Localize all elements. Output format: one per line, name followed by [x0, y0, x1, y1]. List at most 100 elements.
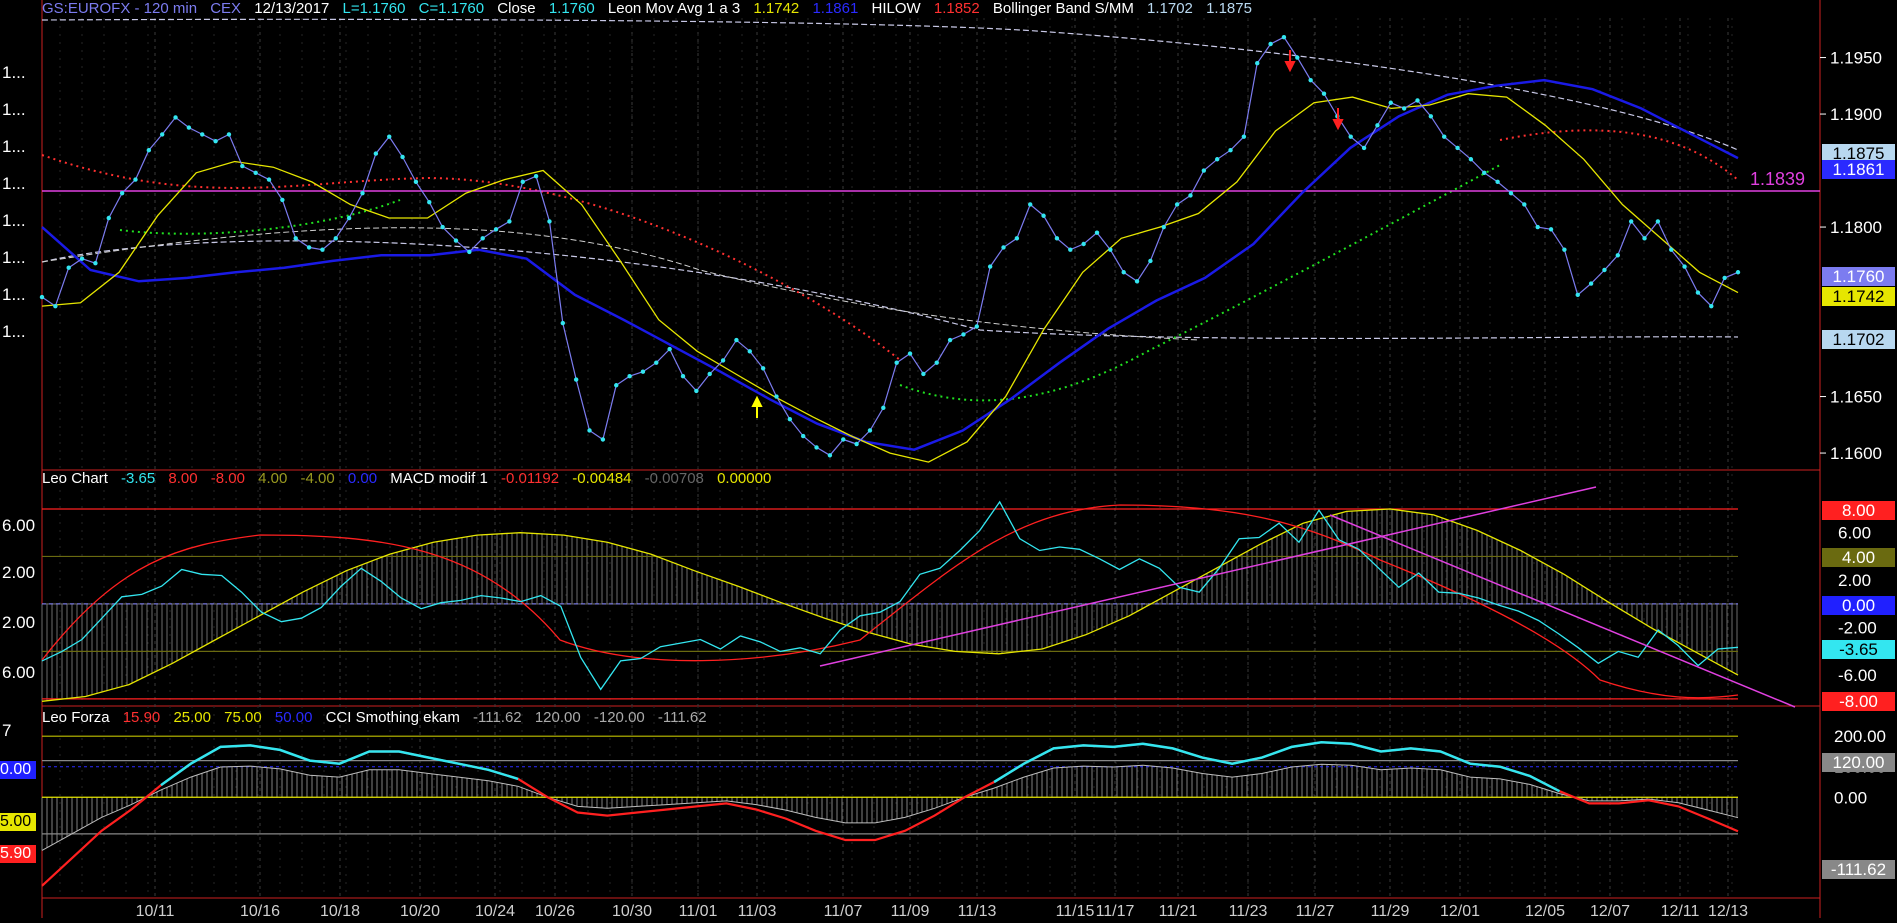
- close-point: [1001, 245, 1006, 250]
- hilow-name: HILOW: [871, 0, 921, 17]
- macd-v1: -3.65: [121, 470, 156, 487]
- x-tick-label: 11/03: [738, 903, 777, 918]
- close-name: Close: [497, 0, 536, 17]
- cci-indicator-name: Leo Forza: [42, 709, 110, 726]
- close-point: [200, 132, 205, 137]
- bb-high-box: 1.1875: [1822, 144, 1895, 163]
- x-tick-label: 11/15: [1056, 903, 1095, 918]
- close-point: [133, 177, 138, 182]
- x-tick-label: 12/11: [1661, 903, 1700, 918]
- macd-signal-line: [41, 508, 1739, 702]
- bb-upper-band: [41, 18, 1739, 151]
- price-tick-label: 1.1950: [1830, 49, 1882, 68]
- close-point: [480, 236, 485, 241]
- date-label: 12/13/2017: [254, 0, 330, 17]
- close-point: [186, 125, 192, 130]
- close-point: [1508, 190, 1514, 196]
- close-point: [1522, 202, 1527, 207]
- close-point: [253, 170, 258, 176]
- close-point: [173, 115, 178, 120]
- cci-v2: 25.00: [173, 709, 211, 726]
- bb-high: 1.1875: [1206, 0, 1252, 17]
- close-point: [1295, 55, 1300, 60]
- price-level-label: 1.1839: [1750, 169, 1806, 189]
- close-point: [841, 437, 846, 442]
- macd-4-box: 4.00: [1822, 548, 1895, 567]
- close-point: [1482, 170, 1487, 176]
- close-point: [533, 174, 539, 179]
- symbol-label: GS:EUROFX - 120 min: [42, 0, 198, 17]
- ma-value: 1.1742: [753, 0, 800, 17]
- close-point: [961, 332, 966, 337]
- macd-m4: 0.00000: [717, 470, 772, 487]
- macd-v5: -4.00: [300, 470, 335, 487]
- macd-v1-box: -3.65: [1822, 640, 1895, 659]
- close-point: [1041, 213, 1046, 218]
- cci-cyan-line: [160, 741, 1561, 793]
- close-point: [53, 303, 58, 309]
- close-point: [1709, 303, 1714, 309]
- x-tick-label: 10/30: [612, 903, 652, 918]
- cci-v4: 50.00: [274, 709, 313, 726]
- close-point: [159, 132, 165, 137]
- price-tick-label: 1.1900: [1830, 105, 1882, 124]
- buy-arrow: [751, 395, 763, 418]
- macd-trendline-up: [819, 486, 1597, 667]
- close-point: [1428, 114, 1434, 119]
- close-point: [1161, 224, 1166, 230]
- left-price-label: 1...: [2, 322, 26, 341]
- ma-value-2: 1.1861: [812, 0, 859, 17]
- close-point: [667, 346, 672, 352]
- macd-v4: 4.00: [258, 470, 288, 487]
- macd-n8-box: -8.00: [1822, 692, 1895, 711]
- close-point: [600, 437, 606, 442]
- close-point: [1655, 219, 1661, 224]
- left-price-label: 1...: [2, 100, 26, 119]
- macd-tick-label: 6.00: [1838, 524, 1871, 543]
- close-point: [320, 247, 325, 252]
- close-point: [507, 219, 512, 224]
- close-point: [894, 360, 899, 365]
- hilow-green-2: [899, 164, 1501, 402]
- price-tick-label: 1.1650: [1830, 388, 1882, 407]
- price-header: GS:EUROFX - 120 min CEX 12/13/2017 L=1.1…: [42, 0, 1261, 17]
- close-eq-label: C=1.1760: [418, 0, 485, 17]
- close-point: [1722, 275, 1727, 281]
- close-point: [493, 227, 499, 232]
- macd-0-box: 0.00: [1822, 596, 1895, 615]
- left-price-label: 1...: [2, 63, 26, 82]
- last-label: L=1.1760: [342, 0, 406, 17]
- bb-low-box: 1.1702: [1822, 330, 1895, 349]
- close-point: [240, 163, 245, 169]
- close-point: [387, 134, 392, 139]
- x-tick-label: 11/07: [824, 903, 863, 918]
- close-point: [707, 371, 712, 377]
- close-point: [306, 245, 312, 250]
- cci-header: Leo Forza 15.90 25.00 75.00 50.00 CCI Sm…: [42, 709, 716, 726]
- macd-header: Leo Chart -3.65 8.00 -8.00 4.00 -4.00 0.…: [42, 470, 780, 487]
- price-tick-label: 1.1600: [1830, 444, 1882, 463]
- close-point: [587, 428, 592, 433]
- close-point: [1094, 230, 1100, 235]
- close-point: [1375, 123, 1380, 128]
- x-tick-label: 12/05: [1525, 903, 1565, 918]
- close-point: [79, 256, 85, 261]
- close-point: [146, 148, 152, 153]
- cci-tick-label: 0.00: [1834, 788, 1867, 807]
- close-point: [907, 351, 913, 356]
- x-tick-label: 11/29: [1371, 903, 1410, 918]
- macd-v6: 0.00: [347, 470, 378, 487]
- close-point: [93, 261, 98, 266]
- close-point: [1228, 148, 1233, 153]
- close-box: 1.1760: [1822, 267, 1895, 286]
- x-tick-label: 10/24: [475, 903, 515, 918]
- ma-box: 1.1742: [1822, 287, 1895, 306]
- hilow-red-2: [1499, 129, 1739, 181]
- close-point: [1682, 264, 1687, 269]
- close-point: [987, 264, 993, 269]
- sell-arrow-1: [1284, 50, 1296, 73]
- close-point: [1455, 145, 1460, 151]
- close-point: [213, 138, 218, 144]
